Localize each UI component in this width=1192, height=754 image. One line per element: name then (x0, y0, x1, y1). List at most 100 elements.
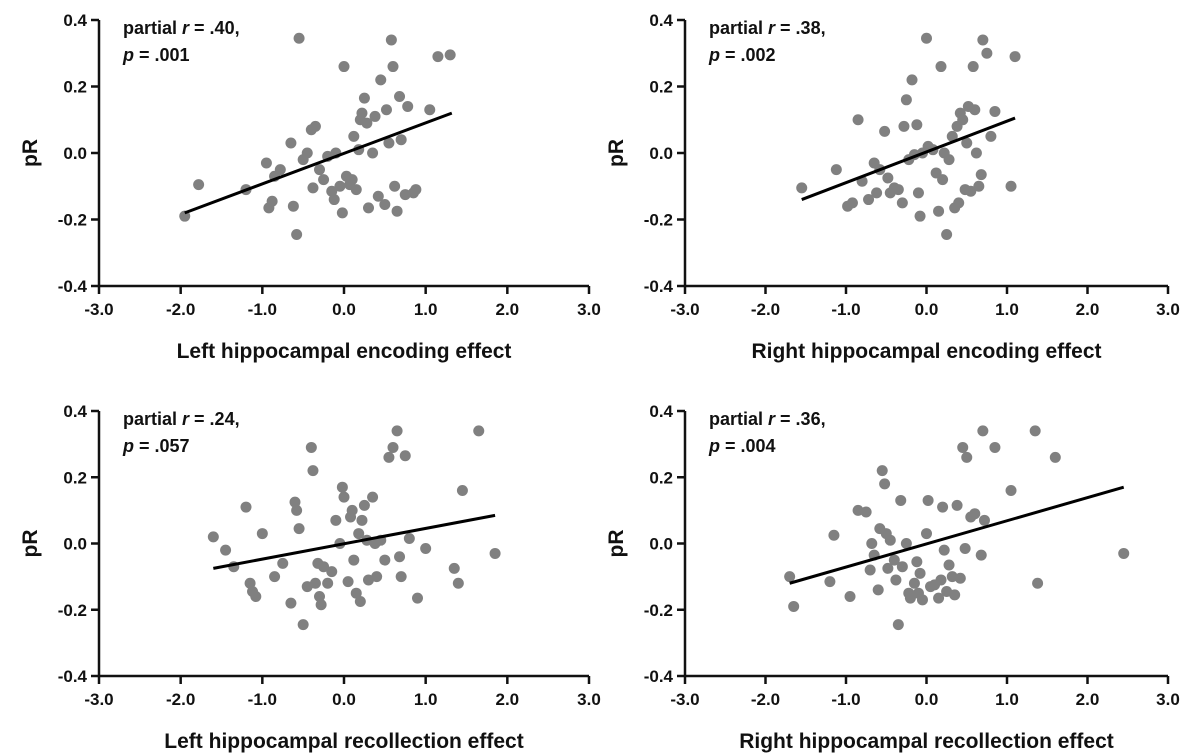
data-point (946, 130, 958, 142)
data-point (305, 441, 317, 453)
data-point (1049, 451, 1061, 463)
data-point (269, 571, 281, 583)
y-tick-label: -0.4 (644, 277, 674, 296)
data-point (291, 504, 303, 516)
data-point (309, 577, 321, 589)
data-point (326, 185, 338, 197)
data-point (872, 584, 884, 596)
data-point (977, 34, 989, 46)
data-point (943, 559, 955, 571)
data-point (882, 172, 894, 184)
data-point (444, 49, 456, 61)
data-point (297, 619, 309, 631)
data-point (911, 119, 923, 131)
data-point (277, 557, 289, 569)
data-point (900, 94, 912, 106)
x-tick-label: -2.0 (166, 300, 195, 319)
data-point (860, 506, 872, 518)
data-point (879, 125, 891, 137)
x-tick-label: 0.0 (332, 300, 356, 319)
data-point (334, 180, 346, 192)
data-point (989, 105, 1001, 117)
data-point (1029, 425, 1041, 437)
data-point (353, 528, 365, 540)
x-tick-label: 1.0 (995, 300, 1019, 319)
data-point (448, 562, 460, 574)
data-point (369, 110, 381, 122)
regression-line (801, 116, 1016, 201)
data-point (193, 179, 205, 191)
data-point (871, 187, 883, 199)
data-point (852, 114, 864, 126)
y-tick-label: 0.0 (63, 535, 87, 554)
x-tick-label: -1.0 (831, 690, 860, 709)
annotation-p-value: p = .001 (122, 45, 190, 65)
y-tick-label: 0.2 (649, 468, 673, 487)
data-point (424, 104, 436, 116)
data-point (348, 554, 360, 566)
x-axis-label: Left hippocampal recollection effect (164, 730, 523, 753)
data-point (207, 531, 219, 543)
annotation-p-value: p = .004 (708, 436, 776, 456)
data-point (399, 189, 411, 201)
x-tick-label: 2.0 (496, 690, 520, 709)
data-point (387, 441, 399, 453)
annotation-p-value: p = .002 (708, 45, 776, 65)
x-tick-label: 3.0 (577, 690, 601, 709)
data-point (314, 164, 325, 176)
data-point (959, 542, 971, 554)
data-point (394, 90, 406, 102)
data-point (911, 556, 923, 568)
y-tick-label: 0.4 (63, 11, 87, 30)
data-point (342, 576, 354, 588)
data-point (318, 174, 330, 186)
data-point (350, 587, 362, 599)
data-point (914, 210, 926, 222)
data-point (941, 228, 953, 240)
data-point (293, 32, 305, 44)
data-point (356, 514, 368, 526)
data-point (395, 571, 407, 583)
x-tick-label: 0.0 (332, 690, 356, 709)
data-point (307, 465, 319, 477)
x-tick-label: -2.0 (751, 300, 780, 319)
y-tick-label: 0.4 (649, 11, 673, 30)
data-point (322, 577, 334, 589)
data-point (367, 147, 379, 159)
x-tick-label: 0.0 (915, 300, 939, 319)
data-point (412, 592, 423, 604)
data-point (906, 74, 918, 86)
data-point (904, 592, 916, 604)
data-point (420, 542, 432, 554)
annotation-partial-r: partial r = .40, (123, 18, 240, 38)
data-point (326, 566, 338, 578)
scatter-panel-2: -0.4 -0.2 0.0 0.2 0.4 -3.0 -2.0 -1.0 0.0 1.0 2.0 3.… (605, 11, 1180, 363)
data-point (954, 572, 966, 584)
data-point (896, 561, 908, 573)
y-axis-label: pR (19, 139, 42, 167)
y-tick-label: -0.4 (58, 667, 88, 686)
y-axis-label: pR (605, 139, 628, 167)
data-point (250, 591, 262, 602)
x-tick-label: 1.0 (414, 690, 438, 709)
data-point (921, 32, 932, 44)
data-point (1009, 51, 1021, 63)
y-tick-label: -0.2 (58, 601, 87, 620)
data-point (391, 425, 403, 437)
data-point (828, 529, 840, 541)
data-point (977, 425, 989, 437)
data-point (338, 61, 350, 73)
annotation-partial-r: partial r = .38, (709, 18, 826, 38)
data-point (336, 481, 348, 493)
data-point (291, 228, 303, 240)
data-point (978, 514, 990, 526)
data-point (969, 508, 981, 520)
data-point (399, 450, 411, 462)
data-point (367, 491, 379, 503)
data-point (293, 523, 305, 535)
y-axis-label: pR (19, 530, 42, 558)
data-point (383, 451, 395, 463)
data-point (220, 544, 232, 556)
x-tick-label: 2.0 (1076, 690, 1100, 709)
data-point (824, 576, 836, 588)
